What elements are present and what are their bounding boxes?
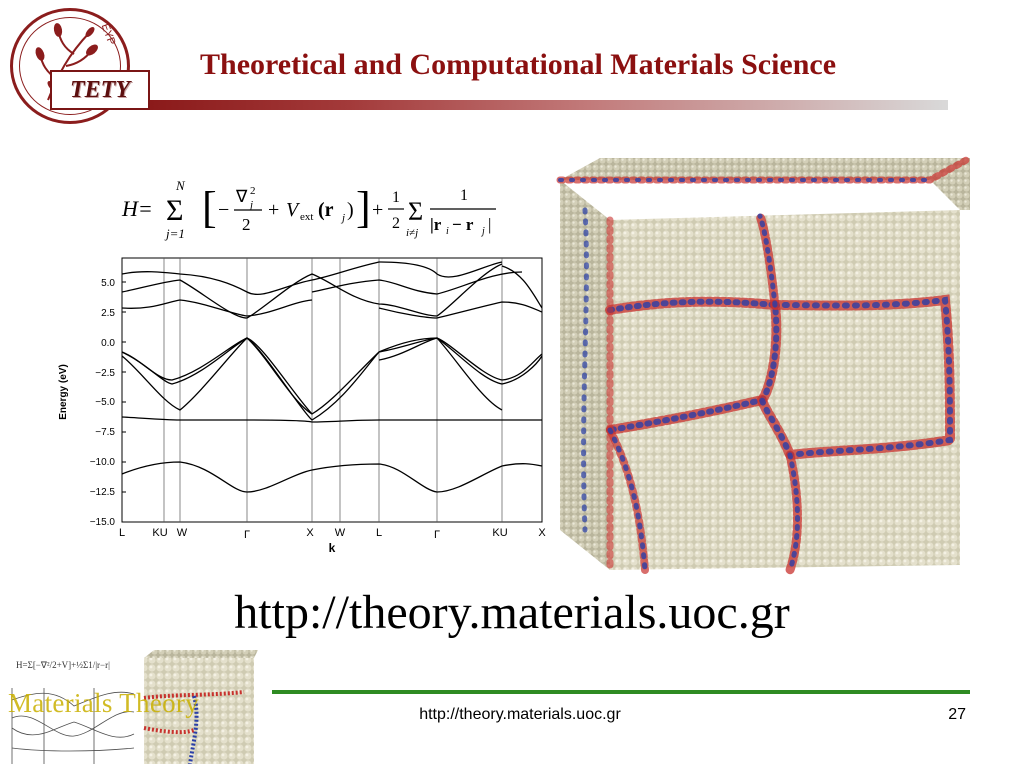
eq-nabla-sub: j	[248, 199, 253, 211]
y-tick-marks	[122, 281, 126, 493]
band-curves	[121, 261, 543, 493]
y-tick: −12.5	[90, 487, 116, 498]
title-underline-bar	[150, 100, 948, 110]
logo-ring	[10, 8, 130, 124]
grain-boundaries	[556, 154, 970, 575]
eq-sum-bottom: j=1	[164, 226, 185, 241]
k-label: L	[376, 527, 382, 539]
k-label: W	[335, 527, 346, 539]
eq-kin-den: 2	[242, 215, 251, 234]
eq-vext: V	[286, 199, 301, 221]
k-point-labels: L KU W Γ X W L Γ KU X	[119, 527, 546, 541]
y-tick: −2.5	[95, 368, 115, 379]
eq-sum-top: N	[175, 178, 186, 193]
eq-vext-arg-sub: j	[340, 212, 345, 224]
footer-thumbnail-image: H=Σ[−∇²/2+V]+½Σ1/|r−r|	[8, 648, 258, 764]
y-tick: −7.5	[95, 427, 115, 438]
eq-pair-den-close: |	[488, 215, 491, 234]
footer-url[interactable]: http://theory.materials.uoc.gr	[419, 706, 621, 723]
eq-vext-arg: (r	[318, 199, 334, 221]
thumbnail-label: Materials Theory	[8, 688, 199, 718]
eq-pair-sub: i≠j	[406, 227, 418, 239]
eq-pair-den-i: i	[446, 226, 449, 237]
y-tick: −15.0	[90, 517, 116, 528]
crystal-front-face	[610, 210, 960, 570]
eq-pair-den: |r	[430, 215, 442, 234]
y-tick: 5.0	[101, 278, 115, 289]
eq-pair-den-j: j	[480, 226, 485, 237]
page-number: 27	[948, 706, 966, 723]
hamiltonian-equation: H= N Σ j=1 [ − ∇ 2 j 2 + V ext (r j ) ] …	[121, 178, 496, 241]
eq-pair-den-mid: − r	[452, 215, 474, 234]
eq-plus-1: +	[268, 199, 279, 221]
y-axis-label: Energy (eV)	[58, 364, 69, 420]
eq-sigma-1: Σ	[166, 194, 183, 227]
y-tick: 2.5	[101, 308, 115, 319]
tety-badge: TETY	[50, 70, 150, 110]
k-label: L	[119, 527, 125, 539]
university-logo: ΕΥΡ TETY	[6, 6, 156, 124]
k-label: Γ	[244, 529, 250, 541]
crystal-top-face	[560, 158, 970, 180]
eq-sigma-2: Σ	[408, 197, 423, 226]
eq-bracket-right: ]	[356, 183, 371, 232]
eq-half-den: 2	[392, 215, 400, 232]
eq-lhs: H=	[121, 196, 153, 221]
k-label: X	[538, 527, 546, 539]
band-structure-plot: 5.0 2.5 0.0 −2.5 −5.0 −7.5 −10.0 −12.5 −…	[58, 257, 546, 555]
svg-text:H=Σ[−∇²/2+V]+½Σ1/|r−r|: H=Σ[−∇²/2+V]+½Σ1/|r−r|	[16, 660, 110, 670]
website-url[interactable]: http://theory.materials.uoc.gr	[234, 586, 790, 639]
eq-nabla-sup: 2	[250, 185, 256, 197]
page-title: Theoretical and Computational Materials …	[200, 48, 837, 81]
eq-plus-2: +	[372, 199, 383, 221]
y-tick: −5.0	[95, 397, 115, 408]
x-axis-label: k	[329, 541, 336, 555]
k-label: X	[306, 527, 314, 539]
eq-half-num: 1	[392, 189, 400, 206]
eq-minus: −	[218, 199, 229, 221]
k-label: W	[177, 527, 188, 539]
eq-bracket-left: [	[202, 183, 217, 232]
y-tick-labels: 5.0 2.5 0.0 −2.5 −5.0 −7.5 −10.0 −12.5 −…	[90, 278, 116, 528]
y-tick: 0.0	[101, 338, 115, 349]
k-label: KU	[492, 527, 507, 539]
footer-divider	[272, 690, 970, 694]
tety-label: TETY	[70, 76, 130, 103]
plot-frame	[121, 257, 543, 523]
eq-vext-close: )	[347, 199, 354, 221]
k-label: KU	[152, 527, 167, 539]
eq-nabla: ∇	[235, 187, 248, 206]
k-label: Γ	[434, 529, 440, 541]
eq-pair-num: 1	[460, 187, 468, 204]
polycrystal-simulation-image	[556, 154, 970, 575]
symmetry-lines	[163, 258, 503, 522]
y-tick: −10.0	[90, 457, 116, 468]
eq-vext-sub: ext	[300, 211, 313, 223]
